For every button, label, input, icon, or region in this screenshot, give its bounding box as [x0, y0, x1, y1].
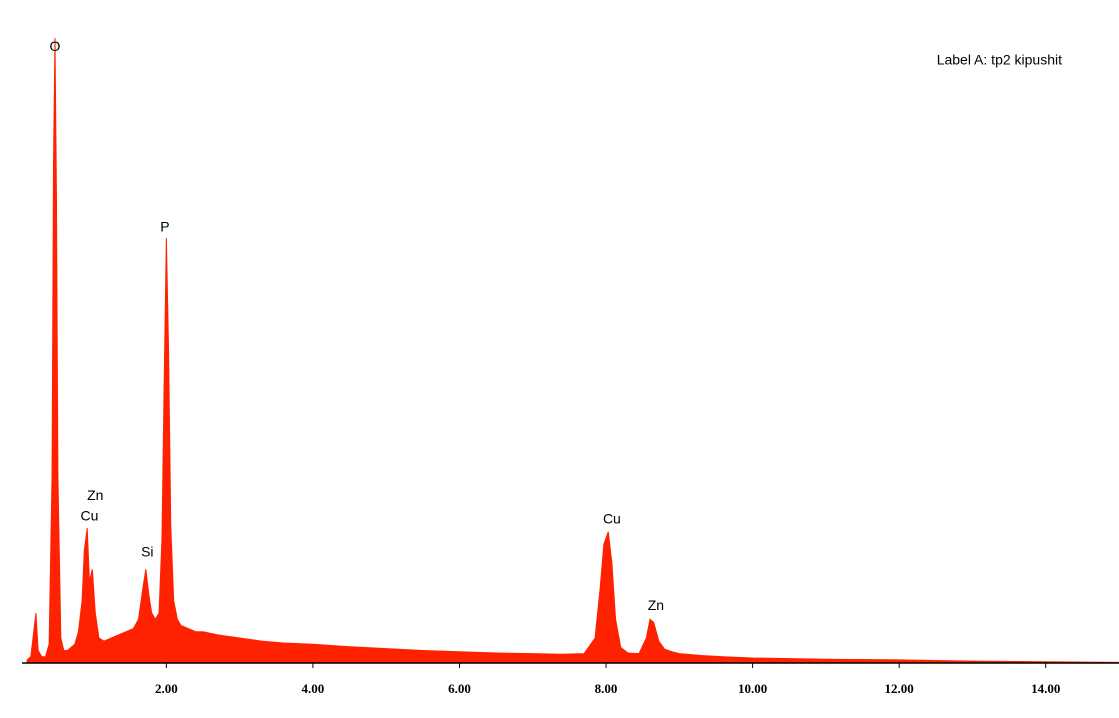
x-tick-label: 12.00	[885, 681, 914, 696]
x-tick-label: 8.00	[595, 681, 618, 696]
peak-label: Si	[141, 544, 153, 560]
spectrum-area	[26, 37, 1119, 664]
x-tick-label: 4.00	[302, 681, 325, 696]
spectrum-label: Label A: tp2 kipushit	[937, 52, 1062, 68]
peak-label: Zn	[648, 597, 664, 613]
peak-label: Cu	[603, 511, 621, 527]
x-tick-label: 14.00	[1031, 681, 1060, 696]
peak-label: P	[160, 219, 169, 235]
x-tick-label: 6.00	[448, 681, 471, 696]
x-tick-label: 10.00	[738, 681, 767, 696]
x-tick-label: 2.00	[155, 681, 178, 696]
peak-label: Zn	[87, 487, 103, 503]
peak-label: O	[50, 38, 61, 54]
peak-label: Cu	[80, 507, 98, 523]
